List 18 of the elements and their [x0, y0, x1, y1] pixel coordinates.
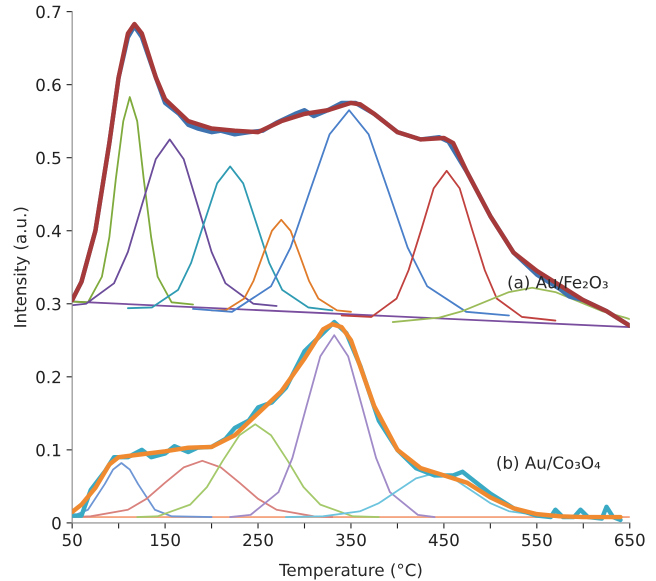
- y-tick-label: 0.6: [36, 78, 61, 92]
- x-axis-title: Temperature (°C): [278, 563, 422, 580]
- x-tick-label: 450: [428, 534, 459, 546]
- y-tick-label: 0: [52, 516, 61, 530]
- y-tick-label: 0.4: [36, 224, 61, 238]
- x-tick-label: 250: [243, 534, 273, 546]
- x-tick-label: 650: [615, 534, 645, 546]
- x-tick-label: 350: [336, 534, 366, 546]
- y-axis-title: Intensity (a.u.): [14, 208, 30, 327]
- y-tick-label: 0.5: [36, 152, 60, 164]
- y-tick-label: 0.1: [36, 444, 60, 456]
- annotation: (b) Au/Co₃O₄: [497, 456, 600, 471]
- y-tick-label: 0.7: [36, 6, 60, 18]
- y-tick-label: 0.2: [36, 370, 60, 384]
- x-tick-label: 50: [62, 534, 82, 546]
- x-tick-label: 550: [522, 534, 552, 546]
- y-tick-label: 0.3: [36, 298, 60, 310]
- x-tick-label: 150: [151, 534, 180, 546]
